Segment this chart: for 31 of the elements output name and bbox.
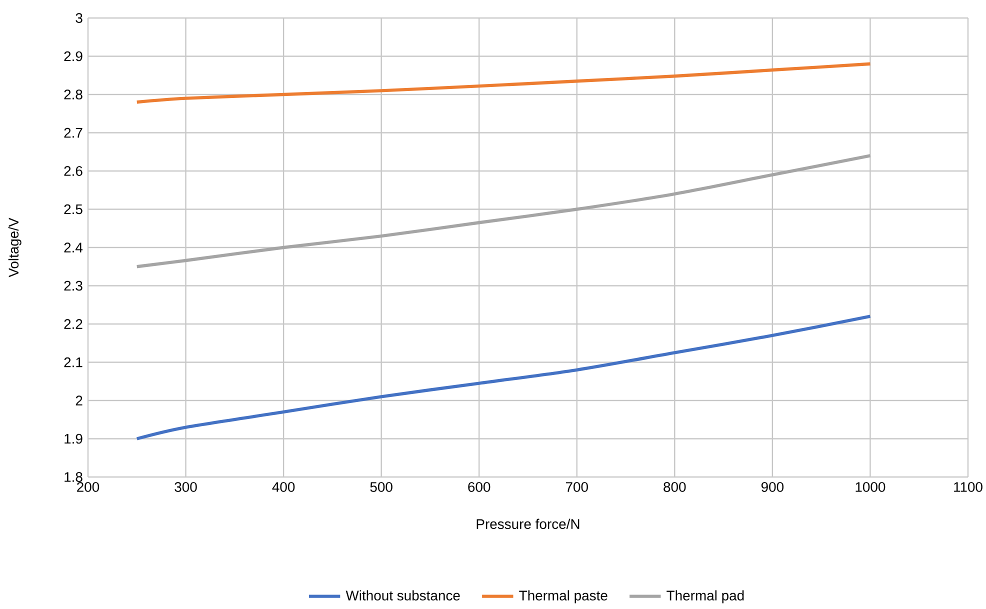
x-tick-label: 800 [664, 482, 686, 492]
y-tick-label: 2.8 [64, 90, 82, 100]
x-tick-label: 400 [272, 482, 295, 492]
y-tick-label: 2.2 [64, 319, 82, 329]
y-tick-label: 2.5 [64, 204, 82, 214]
x-tick-label: 600 [468, 482, 490, 492]
x-tick-label: 700 [566, 482, 588, 492]
x-tick-label: 200 [77, 482, 100, 492]
y-tick-label: 2.9 [64, 51, 82, 62]
y-axis-title: Voltage/V [8, 218, 22, 278]
legend-label: Thermal pad [666, 590, 744, 604]
x-tick-label: 1100 [954, 482, 982, 492]
line-series [135, 154, 872, 268]
legend-label: Thermal paste [519, 590, 608, 604]
y-tick-label: 2.6 [64, 166, 82, 176]
y-tick-label: 2.1 [64, 357, 82, 368]
x-tick-label: 900 [761, 482, 784, 492]
x-tick-label: 300 [174, 482, 197, 492]
line-series [135, 314, 872, 440]
x-axis-title: Pressure force/N [476, 518, 580, 529]
y-tick-label: 1.8 [64, 472, 82, 482]
y-tick-label: 2.3 [64, 280, 82, 291]
y-tick-label: 3 [76, 13, 82, 23]
x-tick-label: 1000 [856, 482, 886, 492]
y-tick-label: 2.4 [64, 242, 83, 252]
y-tick-label: 1.9 [64, 434, 82, 444]
y-tick-label: 2 [76, 396, 82, 406]
line-series [135, 62, 872, 104]
x-tick-label: 500 [370, 482, 392, 492]
y-tick-label: 2.7 [64, 128, 82, 138]
legend-label: Without substance [346, 590, 460, 600]
